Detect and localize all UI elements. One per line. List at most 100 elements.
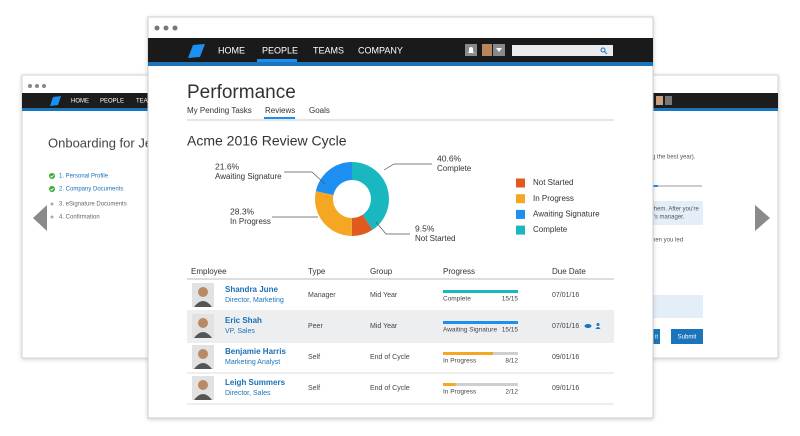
nav-item[interactable]: HOME bbox=[218, 45, 245, 55]
review-type: Manager bbox=[308, 292, 336, 299]
slice-label: Complete bbox=[437, 164, 472, 173]
legend-swatch bbox=[516, 225, 525, 235]
employee-role: Marketing Analyst bbox=[225, 359, 280, 366]
nav-active bbox=[257, 59, 297, 62]
page-title: Onboarding for Je bbox=[48, 135, 152, 150]
column-header: Type bbox=[308, 267, 326, 276]
body-text: them. After you're bbox=[652, 207, 699, 213]
window-dot bbox=[163, 25, 169, 31]
person-icon[interactable] bbox=[596, 323, 600, 326]
window-dot bbox=[42, 84, 46, 88]
progress-count: 2/12 bbox=[505, 389, 518, 396]
avatar-head bbox=[198, 287, 208, 297]
progress-fill bbox=[652, 185, 658, 187]
logo bbox=[188, 44, 205, 58]
value-label: 40.6% bbox=[437, 153, 462, 163]
review-group: Mid Year bbox=[370, 292, 398, 299]
value-label: 28.3% bbox=[230, 206, 255, 216]
review-type: Self bbox=[308, 385, 320, 392]
step-item: 3. eSignature Documents bbox=[59, 202, 127, 208]
search-icon bbox=[600, 47, 606, 53]
legend-swatch bbox=[516, 194, 525, 204]
avatar-head bbox=[198, 380, 208, 390]
row-highlight bbox=[187, 311, 614, 341]
review-group: End of Cycle bbox=[370, 354, 410, 361]
avatar-body bbox=[194, 301, 212, 307]
review-type: Peer bbox=[308, 323, 323, 330]
nav-strip bbox=[148, 62, 653, 66]
pie-slice bbox=[352, 162, 390, 230]
due-date: 07/01/16 bbox=[552, 323, 579, 330]
progress-count: 15/15 bbox=[502, 296, 519, 303]
progress-status: Complete bbox=[443, 296, 471, 303]
prev-arrow bbox=[33, 205, 47, 231]
review-group: Mid Year bbox=[370, 323, 398, 330]
pie-slice bbox=[315, 162, 352, 195]
tab[interactable]: My Pending Tasks bbox=[187, 106, 252, 115]
progress-track bbox=[652, 185, 702, 187]
legend-label: Awaiting Signature bbox=[533, 210, 600, 219]
input-box bbox=[648, 295, 703, 318]
employee-name[interactable]: Shandra June bbox=[225, 285, 278, 294]
employee-name[interactable]: Eric Shah bbox=[225, 316, 262, 325]
nav-strip bbox=[560, 108, 778, 111]
progress-status: In Progress bbox=[443, 389, 477, 396]
nav-item[interactable]: PEOPLE bbox=[262, 45, 298, 55]
nav-item: HOME bbox=[71, 99, 89, 105]
check-mark bbox=[50, 174, 54, 178]
nav-strip bbox=[22, 108, 222, 111]
check-icon bbox=[49, 173, 55, 179]
avatar bbox=[482, 44, 492, 56]
progress-track bbox=[443, 383, 518, 386]
review-group: End of Cycle bbox=[370, 385, 410, 392]
nav-item: PEOPLE bbox=[100, 99, 124, 105]
window-dot bbox=[28, 84, 32, 88]
progress-count: 15/15 bbox=[502, 327, 519, 334]
nav-item[interactable]: COMPANY bbox=[358, 45, 403, 55]
legend-label: In Progress bbox=[533, 194, 574, 203]
progress-count: 8/12 bbox=[505, 358, 518, 365]
window bbox=[147, 16, 654, 419]
bell-icon bbox=[468, 47, 474, 53]
view-icon[interactable] bbox=[584, 324, 592, 328]
tab[interactable]: Reviews bbox=[265, 106, 295, 115]
column-header: Due Date bbox=[552, 267, 586, 276]
body-text: hen you led bbox=[652, 238, 683, 244]
logo bbox=[50, 96, 61, 106]
avatar-head bbox=[198, 318, 208, 328]
avatar bbox=[656, 96, 663, 105]
menu-button bbox=[665, 96, 672, 105]
review-type: Self bbox=[308, 354, 320, 361]
slice-label: Awaiting Signature bbox=[215, 172, 282, 181]
avatar-body bbox=[194, 332, 212, 338]
tab[interactable]: Goals bbox=[309, 106, 330, 115]
employee-name[interactable]: Leigh Summers bbox=[225, 378, 286, 387]
legend-label: Complete bbox=[533, 225, 568, 234]
window-dot bbox=[154, 25, 160, 31]
nav-item: TEA bbox=[136, 99, 148, 105]
avatar-body bbox=[194, 394, 212, 400]
menu-caret bbox=[496, 48, 502, 52]
due-date: 09/01/16 bbox=[552, 354, 579, 361]
progress-status: In Progress bbox=[443, 358, 477, 365]
chart-title: Acme 2016 Review Cycle bbox=[187, 133, 347, 149]
due-date: 09/01/16 bbox=[552, 385, 579, 392]
employee-name[interactable]: Benjamie Harris bbox=[225, 347, 286, 356]
search-box[interactable] bbox=[512, 45, 613, 56]
nav-item[interactable]: TEAMS bbox=[313, 45, 344, 55]
employee-role: Director, Marketing bbox=[225, 297, 284, 304]
tab-active bbox=[264, 117, 295, 119]
page-title: Performance bbox=[187, 82, 296, 103]
progress-fill bbox=[443, 352, 493, 355]
check-mark bbox=[50, 187, 54, 191]
button[interactable] bbox=[671, 329, 703, 344]
check-icon bbox=[49, 186, 55, 192]
pie-slice bbox=[351, 214, 373, 236]
progress-fill bbox=[443, 290, 518, 293]
column-header: Progress bbox=[443, 267, 475, 276]
value-label: 21.6% bbox=[215, 161, 240, 171]
button-label: Submit bbox=[678, 335, 697, 341]
employee-role: Director, Sales bbox=[225, 390, 271, 397]
legend-swatch bbox=[516, 178, 525, 188]
